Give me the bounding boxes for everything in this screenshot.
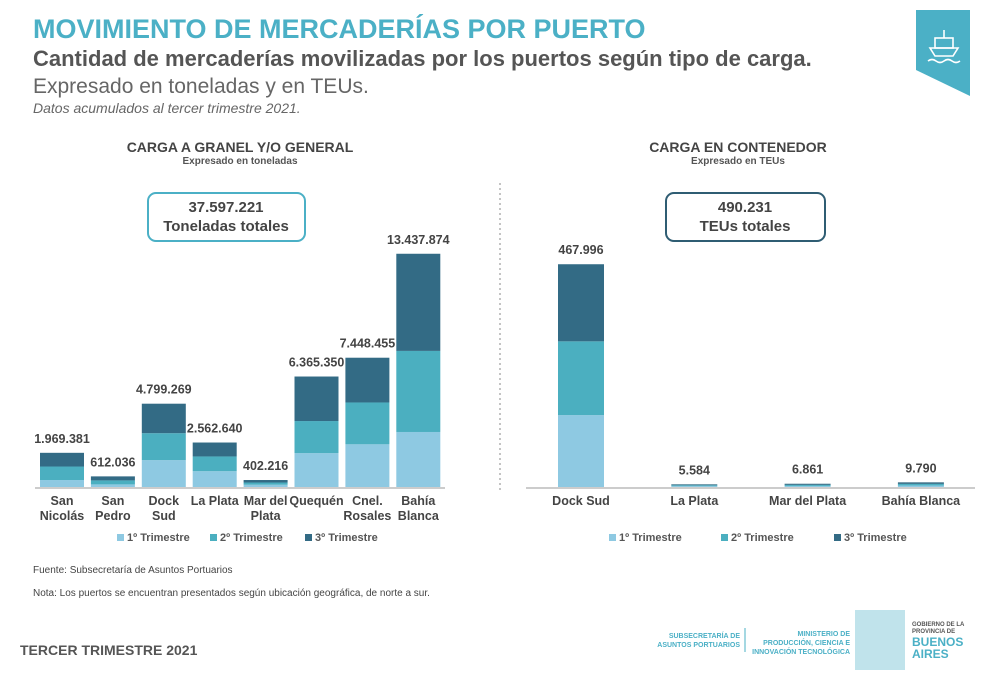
bar-segment [192, 471, 237, 487]
bar-segment [40, 452, 84, 467]
bar-segment [784, 485, 831, 487]
bar-segment [243, 482, 288, 485]
x-tick-label: Bahía Blanca [397, 494, 439, 523]
bar-segment [90, 476, 135, 481]
total-label: 402.216 [243, 459, 288, 473]
legend-swatch [210, 534, 217, 541]
summary-box [147, 192, 306, 242]
total-label: 1.969.381 [34, 432, 90, 446]
bar-segment [784, 484, 831, 486]
bar-segment [671, 485, 718, 487]
bar-segment [40, 466, 84, 481]
province-logo [855, 610, 905, 670]
chart-subtitle: Expresado en toneladas [182, 156, 298, 167]
total-label: 13.437.874 [387, 233, 450, 247]
bar-segment [897, 483, 944, 486]
legend-swatch [609, 534, 616, 541]
x-tick-label: Bahía Blanca [881, 494, 961, 508]
note: Datos acumulados al tercer trimestre 202… [33, 100, 301, 116]
bar-segment [671, 484, 718, 486]
bar-segment [396, 253, 441, 351]
legend-swatch [721, 534, 728, 541]
x-tick-label: Quequén [289, 494, 344, 508]
total-label: 6.861 [792, 463, 823, 477]
total-label: 467.996 [558, 243, 603, 257]
summary-value: 37.597.221 [188, 199, 263, 216]
source: Fuente: Subsecretaría de Asuntos Portuar… [33, 565, 233, 576]
bar-segment [294, 453, 339, 487]
logo-text: GOBIERNO DE LA PROVINCIA DE [912, 622, 965, 635]
x-tick-label: Mar del Plata [769, 494, 847, 508]
subtitle2: Expresado en toneladas y en TEUs. [33, 75, 369, 98]
x-tick-label: San Pedro [95, 494, 131, 523]
legend-label: 3º Trimestre [844, 532, 907, 544]
x-tick-label: La Plata [670, 494, 719, 508]
logo-text: BUENOS AIRES [912, 635, 964, 661]
legend-swatch [834, 534, 841, 541]
bar-segment [90, 480, 135, 485]
total-label: 9.790 [905, 461, 936, 475]
legend-label: 1º Trimestre [127, 532, 190, 544]
bar-segment [192, 456, 237, 472]
bar-segment [141, 403, 186, 434]
chart-subtitle: Expresado en TEUs [691, 156, 785, 167]
title: MOVIMIENTO DE MERCADERÍAS POR PUERTO [33, 14, 646, 44]
x-tick-label: Dock Sud [148, 494, 180, 523]
legend-label: 3º Trimestre [315, 532, 378, 544]
x-tick-label: San Nicolás [39, 494, 85, 523]
x-tick-label: Mar del Plata [243, 494, 288, 523]
bar-segment [784, 483, 831, 485]
bar-segment [396, 431, 441, 487]
total-label: 5.584 [679, 463, 710, 477]
bar-segment [141, 460, 186, 487]
bar-segment [396, 350, 441, 432]
chart-title: CARGA EN CONTENEDOR [649, 139, 827, 155]
ship-badge [916, 10, 970, 96]
bar-segment [897, 485, 944, 487]
logo-text: MINISTERIO DE PRODUCCIÓN, CIENCIA E INNO… [752, 631, 850, 656]
bar-segment [345, 357, 390, 403]
bar-segment [345, 444, 390, 487]
bar-segment [192, 442, 237, 457]
legend-label: 1º Trimestre [619, 532, 682, 544]
bar-segment [294, 421, 339, 454]
total-label: 7.448.455 [340, 337, 396, 351]
logo-text: SUBSECRETARÍA DE ASUNTOS PORTUARIOS [657, 633, 740, 649]
bar-segment [243, 480, 288, 483]
legend-swatch [305, 534, 312, 541]
legend-label: 2º Trimestre [220, 532, 283, 544]
x-tick-label: Dock Sud [552, 494, 610, 508]
bar-segment [40, 480, 84, 487]
bar-segment [141, 433, 186, 461]
bar-segment [558, 415, 604, 487]
summary-box [665, 192, 826, 242]
chart-title: CARGA A GRANEL Y/O GENERAL [126, 139, 354, 155]
bar-segment [558, 264, 604, 342]
summary-value: 490.231 [718, 199, 772, 216]
total-label: 612.036 [90, 455, 135, 469]
bar-segment [558, 341, 604, 416]
period: TERCER TRIMESTRE 2021 [20, 642, 198, 658]
total-label: 4.799.269 [136, 383, 192, 397]
x-tick-label: La Plata [190, 494, 239, 508]
total-label: 6.365.350 [289, 356, 345, 370]
bar-segment [243, 484, 288, 487]
total-label: 2.562.640 [187, 422, 243, 436]
legend-label: 2º Trimestre [731, 532, 794, 544]
legend-swatch [117, 534, 124, 541]
summary-caption: TEUs totales [700, 218, 791, 235]
summary-caption: Toneladas totales [163, 218, 289, 235]
bar-segment [345, 402, 390, 445]
bar-segment [90, 484, 135, 487]
bar-segment [294, 376, 339, 422]
bar-segment [671, 486, 718, 487]
subtitle: Cantidad de mercaderías movilizadas por … [33, 46, 812, 71]
x-tick-label: Cnel. Rosales [343, 494, 392, 523]
footnote: Nota: Los puertos se encuentran presenta… [33, 588, 430, 599]
ship-icon [927, 30, 961, 64]
bar-segment [897, 482, 944, 484]
